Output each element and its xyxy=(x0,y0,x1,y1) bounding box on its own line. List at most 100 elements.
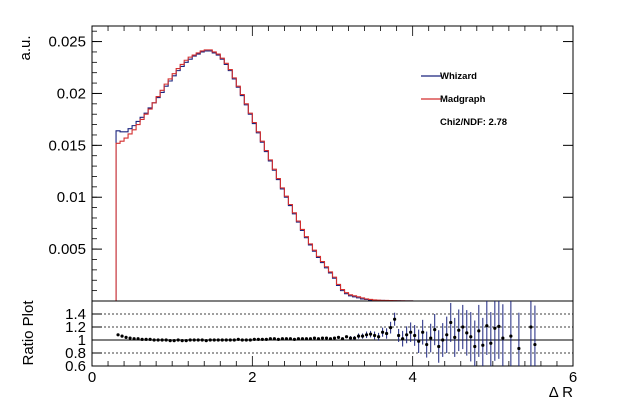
ratio-y-axis-label: Ratio Plot xyxy=(20,300,37,366)
ratio-y-tick-label: 0.8 xyxy=(65,345,86,362)
ratio-point xyxy=(457,328,461,332)
ratio-point xyxy=(192,338,196,342)
ratio-point xyxy=(437,344,441,349)
ratio-point xyxy=(485,324,489,328)
ratio-point xyxy=(356,334,361,338)
ratio-point xyxy=(240,338,244,342)
ratio-point xyxy=(248,338,252,342)
series-line-whizard xyxy=(115,50,421,302)
ratio-point xyxy=(120,334,124,338)
ratio-point xyxy=(224,338,228,342)
x-tick-label: 6 xyxy=(569,369,577,386)
ratio-plot-frame xyxy=(91,300,574,367)
main-y-tick-label: 0.02 xyxy=(57,85,86,102)
ratio-point xyxy=(529,325,533,329)
ratio-point xyxy=(148,337,152,341)
ratio-point xyxy=(501,336,505,340)
ratio-y-tick-label: 0.6 xyxy=(65,358,86,375)
ratio-point xyxy=(208,338,212,342)
ratio-point xyxy=(352,336,357,340)
ratio-point xyxy=(292,337,297,341)
ratio-point xyxy=(332,336,337,340)
ratio-point xyxy=(409,330,413,334)
ratio-point xyxy=(156,338,160,342)
main-series-group xyxy=(115,49,421,302)
ratio-point xyxy=(376,335,381,339)
ratio-point xyxy=(312,336,317,340)
ratio-point xyxy=(433,328,437,332)
ratio-point xyxy=(429,336,433,340)
ratio-point xyxy=(509,334,513,338)
ratio-point xyxy=(340,337,345,341)
ratio-point xyxy=(280,337,284,341)
ratio-point xyxy=(320,336,325,340)
ratio-point xyxy=(304,337,309,341)
ratio-point xyxy=(425,342,429,347)
main-y-tick-label: 0.025 xyxy=(48,34,86,51)
chi2-annotation: Chi2/NDF: 2.78 xyxy=(440,117,507,128)
x-tick-label: 2 xyxy=(248,369,256,386)
main-y-tick-label: 0.01 xyxy=(57,189,86,206)
ratio-point xyxy=(176,338,180,342)
ratio-point xyxy=(385,331,389,336)
ratio-point xyxy=(276,337,280,341)
legend-label-whizard: Whizard xyxy=(440,71,477,82)
ratio-point xyxy=(381,330,385,334)
ratio-point xyxy=(453,335,457,339)
ratio-point xyxy=(413,333,417,338)
ratio-point xyxy=(124,335,128,339)
ratio-point xyxy=(116,333,120,337)
series-line-madgraph xyxy=(115,49,421,302)
ratio-point xyxy=(533,342,537,347)
ratio-point xyxy=(364,333,369,337)
ratio-point xyxy=(360,334,365,338)
ratio-point xyxy=(228,338,232,342)
ratio-y-tick-label: 1.2 xyxy=(65,319,86,336)
ratio-point xyxy=(465,331,469,335)
ratio-point xyxy=(489,341,493,345)
ratio-point xyxy=(244,338,248,342)
ratio-point xyxy=(220,338,224,342)
ratio-point xyxy=(232,338,236,342)
ratio-point xyxy=(497,324,501,328)
ratio-point xyxy=(264,337,268,341)
ratio-point xyxy=(184,339,188,343)
ratio-point xyxy=(288,337,293,341)
ratio-point xyxy=(268,337,272,341)
ratio-point xyxy=(272,337,276,341)
ratio-point xyxy=(348,336,353,340)
ratio-point xyxy=(284,337,289,341)
ratio-point xyxy=(296,337,301,341)
ratio-point xyxy=(196,338,200,342)
ratio-point xyxy=(144,337,148,341)
legend-label-madgraph: Madgraph xyxy=(440,94,486,105)
ratio-point xyxy=(180,339,184,343)
ratio-point xyxy=(372,333,377,338)
ratio-y-axis: 0.60.811.21.4 xyxy=(65,306,102,375)
ratio-point xyxy=(393,317,397,321)
ratio-point xyxy=(300,337,305,341)
ratio-point xyxy=(256,337,260,341)
ratio-point xyxy=(405,333,409,337)
ratio-reference-lines xyxy=(92,313,573,354)
main-y-axis-label: a.u. xyxy=(17,35,34,60)
ratio-point xyxy=(172,339,176,343)
legend: Whizard Madgraph Chi2/NDF: 2.78 xyxy=(421,71,507,128)
ratio-point xyxy=(160,338,164,342)
ratio-point xyxy=(336,335,341,339)
ratio-point xyxy=(188,338,192,342)
ratio-point xyxy=(389,326,393,330)
ratio-point xyxy=(473,344,477,349)
ratio-point xyxy=(481,343,485,347)
ratio-point xyxy=(204,339,208,343)
ratio-point xyxy=(140,337,144,341)
ratio-point xyxy=(164,338,168,342)
ratio-point xyxy=(136,337,140,341)
ratio-point xyxy=(132,337,136,341)
ratio-point xyxy=(493,326,497,330)
ratio-point xyxy=(469,335,473,339)
ratio-point xyxy=(324,336,329,340)
ratio-point xyxy=(152,338,156,342)
